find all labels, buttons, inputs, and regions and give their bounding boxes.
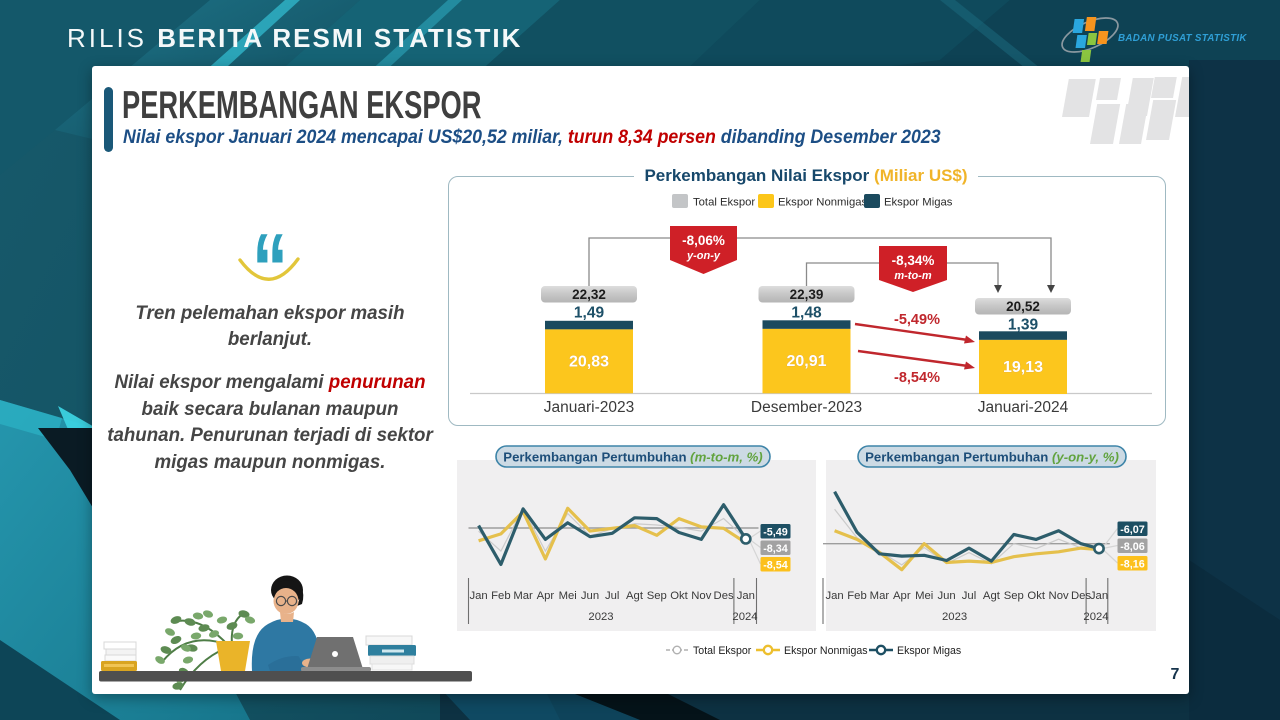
svg-text:-5,49: -5,49 [763,527,788,539]
svg-text:Agt: Agt [983,590,1001,602]
svg-text:Jan: Jan [469,590,487,602]
svg-text:-8,06: -8,06 [1120,541,1145,553]
svg-text:22,32: 22,32 [572,287,606,302]
svg-text:Sep: Sep [647,590,667,602]
svg-text:Jan: Jan [737,590,755,602]
svg-text:Des: Des [1071,590,1091,602]
svg-text:BADAN PUSAT STATISTIK: BADAN PUSAT STATISTIK [1118,33,1247,44]
svg-text:Ekspor Nonmigas: Ekspor Nonmigas [778,197,868,209]
svg-text:2024: 2024 [732,611,757,623]
svg-text:Jul: Jul [605,590,619,602]
svg-text:Nov: Nov [1049,590,1069,602]
svg-text:-6,07: -6,07 [1120,524,1145,536]
svg-text:Apr: Apr [537,590,555,602]
svg-text:Mei: Mei [559,590,577,602]
svg-text:Feb: Feb [847,590,866,602]
svg-text:Ekspor Nonmigas: Ekspor Nonmigas [784,645,868,657]
svg-text:Jul: Jul [962,590,976,602]
svg-text:Apr: Apr [893,590,911,602]
svg-text:Jun: Jun [937,590,955,602]
svg-text:Total Ekspor: Total Ekspor [693,645,752,657]
svg-text:Perkembangan Pertumbuhan (y-on: Perkembangan Pertumbuhan (y-on-y, %) [865,450,1119,465]
svg-text:20,83: 20,83 [569,353,609,370]
svg-text:2024: 2024 [1083,611,1108,623]
svg-text:22,39: 22,39 [790,287,824,302]
svg-text:Jan: Jan [1090,590,1108,602]
svg-text:Okt: Okt [1027,590,1045,602]
svg-text:Januari-2024: Januari-2024 [978,399,1069,416]
svg-text:Jun: Jun [581,590,599,602]
svg-text:2023: 2023 [588,611,613,623]
svg-text:Des: Des [714,590,734,602]
svg-text:Mar: Mar [513,590,533,602]
svg-text:-8,54%: -8,54% [894,370,940,386]
svg-text:Perkembangan Pertumbuhan (m-to: Perkembangan Pertumbuhan (m-to-m, %) [503,450,762,465]
svg-text:20,52: 20,52 [1006,299,1040,314]
svg-text:-8,16: -8,16 [1120,559,1145,571]
svg-text:19,13: 19,13 [1003,359,1043,376]
svg-text:Mei: Mei [915,590,933,602]
svg-text:Nov: Nov [691,590,711,602]
svg-text:-8,34: -8,34 [763,543,788,555]
svg-text:Agt: Agt [626,590,644,602]
svg-text:-8,06%: -8,06% [682,233,725,248]
svg-text:m-to-m: m-to-m [894,270,931,282]
svg-text:Feb: Feb [491,590,510,602]
svg-text:1,49: 1,49 [574,305,605,322]
svg-text:20,91: 20,91 [786,353,826,370]
svg-text:Sep: Sep [1004,590,1024,602]
svg-text:Desember-2023: Desember-2023 [751,399,862,416]
svg-text:1,48: 1,48 [791,305,822,322]
svg-text:Okt: Okt [670,590,688,602]
svg-text:-8,54: -8,54 [763,560,788,572]
svg-text:Total Ekspor: Total Ekspor [693,197,755,209]
svg-text:Ekspor Migas: Ekspor Migas [884,197,953,209]
svg-text:Januari-2023: Januari-2023 [544,399,634,416]
svg-text:2023: 2023 [942,611,967,623]
svg-text:Ekspor Migas: Ekspor Migas [897,645,961,657]
svg-text:Mar: Mar [870,590,890,602]
svg-text:y-on-y: y-on-y [686,250,721,262]
svg-text:1,39: 1,39 [1008,317,1039,334]
svg-text:-8,34%: -8,34% [892,253,935,268]
svg-text:-5,49%: -5,49% [894,312,940,328]
svg-text:Jan: Jan [825,590,843,602]
